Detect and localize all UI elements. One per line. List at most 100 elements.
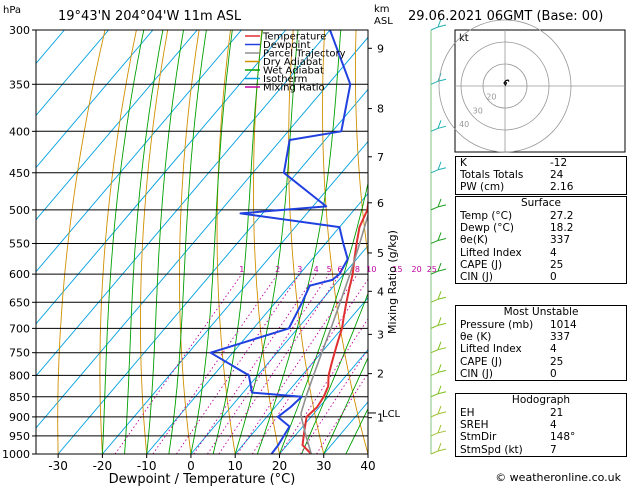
height-tick-label: 1 (377, 412, 384, 425)
mixing-ratio-tick-label: 1 (239, 265, 244, 274)
mixing-ratio-line (279, 318, 368, 454)
wind-barb (430, 385, 442, 398)
wind-barb (430, 341, 442, 354)
wet-adiabat-line (279, 181, 368, 454)
datetime-title: 29.06.2021 06GMT (Base: 00) (408, 9, 603, 24)
parcel-trajectory-line (300, 212, 368, 454)
mixing-ratio-axis-title: Mixing Ratio (g/kg) (386, 230, 399, 334)
most-unstable-row: Pressure (mb) 1014 (456, 319, 626, 331)
most-unstable-label: θe (K) (460, 331, 492, 344)
wind-barb (430, 364, 442, 376)
hodograph-table-title: Hodograph (511, 394, 571, 406)
height-tick-label: 7 (377, 151, 384, 164)
mixing-ratio-line (251, 278, 368, 454)
surface-value: 18.2 (550, 222, 574, 235)
mixing-ratio-tick-label: 4 (314, 265, 319, 274)
pressure-tick-label: 850 (9, 391, 30, 404)
pressure-tick-label: 450 (9, 167, 30, 180)
index-value: 2.16 (550, 181, 574, 194)
isotherm-line (36, 30, 154, 169)
hodograph-param-label: StmDir (460, 431, 497, 444)
wind-barbs (430, 18, 447, 455)
surface-label: Dewp (°C) (460, 222, 514, 235)
mixing-ratio-tick-label: 5 (327, 265, 332, 274)
pressure-axis-labels: 300 350 400 450 500 550 600 650 700 750 800 850 900 9… (2, 24, 36, 461)
mixing-ratio-line (237, 273, 358, 454)
dry-adiabat-line (288, 30, 325, 454)
hpa-unit-label: hPa (3, 5, 21, 16)
legend-entry: Dewpoint (263, 40, 311, 51)
most-unstable-row: θe (K) 337 (456, 331, 626, 343)
temperature-tick-label: 30 (316, 459, 331, 473)
isotherm-line (36, 30, 110, 117)
hodograph-param-row: StmDir 148° (456, 431, 626, 443)
pressure-tick-label: 650 (9, 296, 30, 309)
pressure-tick-label: 350 (9, 78, 30, 91)
mixing-ratio-tick-label: 20 (412, 265, 422, 274)
wind-barb-flag (437, 24, 447, 28)
surface-label: CAPE (J) (460, 258, 503, 271)
isotherm-line (57, 88, 368, 454)
index-label: K (460, 157, 467, 169)
wind-barb (430, 405, 442, 418)
surface-row: Lifted Index 4 (456, 247, 626, 259)
pressure-tick-label: 700 (9, 322, 30, 335)
temperature-tick-label: 0 (187, 459, 195, 473)
wind-barb-flag (437, 430, 447, 434)
wind-barb-flag (437, 369, 447, 373)
most-unstable-value: 1014 (550, 319, 577, 331)
index-value: -12 (550, 157, 568, 169)
height-tick-label: 5 (377, 247, 384, 260)
isotherm-line (102, 140, 368, 454)
km-unit-label: km (374, 4, 390, 15)
hodograph-unit-label: kt (459, 33, 469, 44)
most-unstable-label: Pressure (mb) (460, 319, 534, 331)
hodograph-ring-label: 40 (459, 120, 469, 129)
isotherm-line (279, 349, 368, 454)
wind-barb (430, 291, 442, 303)
pressure-tick-label: 300 (9, 24, 30, 37)
mixing-ratio-tick-label: 6 (337, 265, 342, 274)
pressure-tick-label: 1000 (2, 448, 30, 461)
hodograph-param-row: SREH 4 (456, 419, 626, 431)
pressure-tick-label: 950 (9, 430, 30, 443)
most-unstable-value: 0 (550, 367, 557, 380)
index-row: K -12 (456, 157, 626, 169)
hodograph-param-label: EH (460, 407, 475, 419)
most-unstable-value: 25 (550, 355, 564, 368)
temperature-tick-label: -20 (93, 459, 113, 473)
mixing-ratio-tick-label: 2 (275, 265, 280, 274)
wind-barb (430, 198, 442, 211)
surface-label: Lifted Index (460, 246, 522, 259)
isotherm-line (36, 30, 331, 377)
hodograph-param-value: 4 (550, 419, 557, 432)
legend-entry: Parcel Trajectory (263, 49, 346, 60)
mixing-ratio-line (193, 273, 317, 454)
pressure-tick-label: 550 (9, 237, 30, 250)
wind-barb-flag (437, 448, 447, 452)
most-unstable-label: CIN (J) (460, 367, 493, 380)
height-tick-label: 4 (377, 285, 384, 298)
height-tick-label: 3 (377, 328, 384, 341)
wet-adiabat-line (101, 30, 145, 454)
surface-title: Surface (520, 197, 561, 209)
mixing-ratio-tick-label: 8 (355, 265, 360, 274)
mixing-ratio-line (207, 273, 330, 454)
legend-entry: Mixing Ratio (263, 83, 325, 94)
indices-box: K -12 Totals Totals 24 PW (cm) 2.16 (455, 156, 627, 195)
wind-barb-flag (437, 411, 447, 415)
wind-barb (430, 161, 442, 174)
x-axis-title: Dewpoint / Temperature (°C) (109, 472, 296, 486)
pressure-tick-label: 500 (9, 204, 30, 217)
isotherm-line (146, 192, 368, 454)
location-title: 19°43'N 204°04'W 11m ASL (58, 9, 242, 24)
surface-label: Temp (°C) (460, 210, 513, 222)
surface-value: 337 (550, 234, 571, 247)
wet-adiabat-line (301, 292, 368, 454)
surface-row: Temp (°C) 27.2 (456, 210, 626, 222)
wet-adiabat-line (345, 407, 368, 454)
wind-barb (430, 120, 442, 132)
wind-barb-flag (437, 204, 447, 208)
